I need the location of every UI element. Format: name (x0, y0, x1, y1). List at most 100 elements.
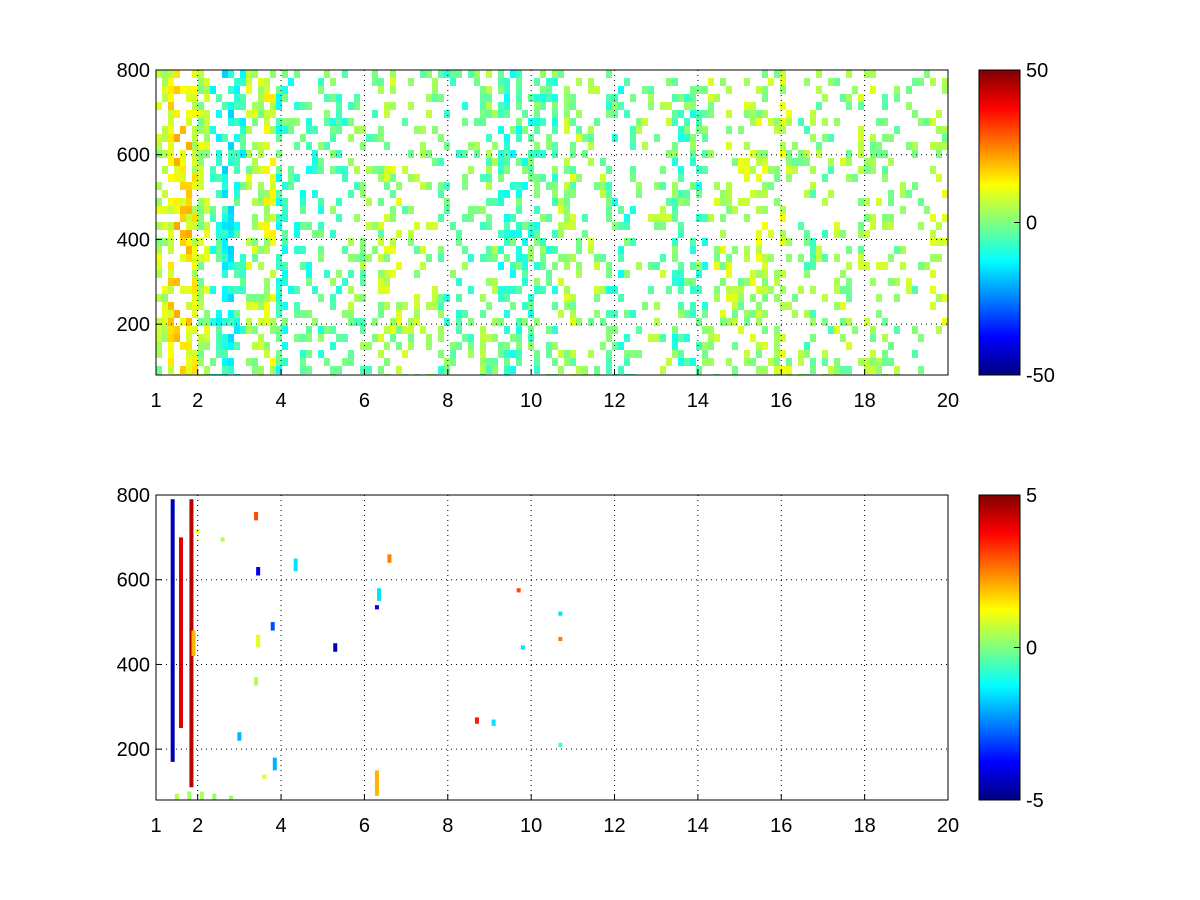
heatmap-cell (282, 206, 288, 214)
heatmap-cell (918, 334, 924, 342)
heatmap-cell (690, 110, 696, 118)
heatmap-cell (714, 254, 720, 262)
heatmap-cell (162, 326, 168, 334)
heatmap-cell (516, 118, 522, 126)
heatmap-cell (330, 366, 336, 374)
heatmap-cell (186, 246, 192, 254)
heatmap-cell (342, 358, 348, 366)
heatmap-cell (462, 174, 468, 182)
heatmap-cell (306, 278, 312, 286)
heatmap-cell (336, 166, 342, 174)
heatmap-cell (774, 118, 780, 126)
heatmap-cell (558, 230, 564, 238)
x-tick-label: 10 (520, 815, 542, 837)
heatmap-cell (174, 278, 180, 286)
heatmap-cell (774, 294, 780, 302)
heatmap-cell (720, 262, 726, 270)
heatmap-cell (222, 70, 228, 78)
heatmap-cell (216, 94, 222, 102)
heatmap-cell (408, 230, 414, 238)
heatmap-cell (564, 102, 570, 110)
heatmap-cell (426, 110, 432, 118)
heatmap-cell (552, 302, 558, 310)
heatmap-cell (516, 190, 522, 198)
heatmap-cell (864, 198, 870, 206)
heatmap-cell (558, 254, 564, 262)
heatmap-cell (768, 254, 774, 262)
heatmap-cell (942, 318, 948, 326)
heatmap-cell (750, 102, 756, 110)
heatmap-cell (192, 294, 198, 302)
heatmap-cell (156, 334, 162, 342)
heatmap-cell (540, 286, 546, 294)
heatmap-cell (858, 150, 864, 158)
heatmap-cell (186, 230, 192, 238)
heatmap-cell (882, 358, 888, 366)
heatmap-cell (834, 286, 840, 294)
heatmap-cell (450, 78, 456, 86)
heatmap-cell (300, 134, 306, 142)
heatmap-cell (936, 126, 942, 134)
heatmap-cell (222, 214, 228, 222)
heatmap-cell (282, 262, 288, 270)
heatmap-cell (726, 198, 732, 206)
heatmap-cell (228, 230, 234, 238)
heatmap-cell (888, 158, 894, 166)
heatmap-cell (600, 286, 606, 294)
heatmap-cell (348, 270, 354, 278)
heatmap-cell (546, 342, 552, 350)
heatmap-cell (666, 286, 672, 294)
heatmap-cell (558, 206, 564, 214)
heatmap-cell (588, 158, 594, 166)
heatmap-cell (402, 166, 408, 174)
heatmap-cell (750, 190, 756, 198)
heatmap-cell (264, 142, 270, 150)
heatmap-cell (360, 190, 366, 198)
heatmap-cell (276, 310, 282, 318)
heatmap-cell (774, 166, 780, 174)
heatmap-cell (546, 134, 552, 142)
heatmap-cell (810, 246, 816, 254)
heatmap-cell (654, 334, 660, 342)
heatmap-cell (534, 174, 540, 182)
heatmap-cell (414, 294, 420, 302)
heatmap-cell (816, 254, 822, 262)
heatmap-cell (462, 310, 468, 318)
heatmap-cell (198, 350, 204, 358)
heatmap-cell (552, 78, 558, 86)
heatmap-cell (348, 286, 354, 294)
heatmap-cell (924, 70, 930, 78)
heatmap-cell (426, 182, 432, 190)
heatmap-cell (198, 358, 204, 366)
heatmap-cell (558, 310, 564, 318)
heatmap-cell (192, 270, 198, 278)
heatmap-cell (546, 142, 552, 150)
heatmap-cell (180, 166, 186, 174)
heatmap-mark (558, 611, 563, 616)
heatmap-cell (888, 278, 894, 286)
heatmap-cell (750, 110, 756, 118)
heatmap-cell (480, 254, 486, 262)
heatmap-cell (660, 214, 666, 222)
heatmap-cell (612, 110, 618, 118)
top-axes-frame (155, 69, 949, 376)
heatmap-cell (840, 230, 846, 238)
heatmap-cell (330, 302, 336, 310)
heatmap-cell (330, 166, 336, 174)
heatmap-cell (510, 270, 516, 278)
heatmap-cell (804, 270, 810, 278)
heatmap-cell (210, 246, 216, 254)
heatmap-cell (846, 342, 852, 350)
heatmap-cell (504, 142, 510, 150)
heatmap-cell (294, 142, 300, 150)
heatmap-cell (372, 246, 378, 254)
heatmap-cell (252, 70, 258, 78)
heatmap-cell (780, 214, 786, 222)
heatmap-cell (282, 318, 288, 326)
heatmap-cell (378, 366, 384, 374)
heatmap-cell (198, 334, 204, 342)
x-tick-label: 2 (192, 815, 203, 837)
heatmap-cell (486, 254, 492, 262)
heatmap-cell (552, 142, 558, 150)
